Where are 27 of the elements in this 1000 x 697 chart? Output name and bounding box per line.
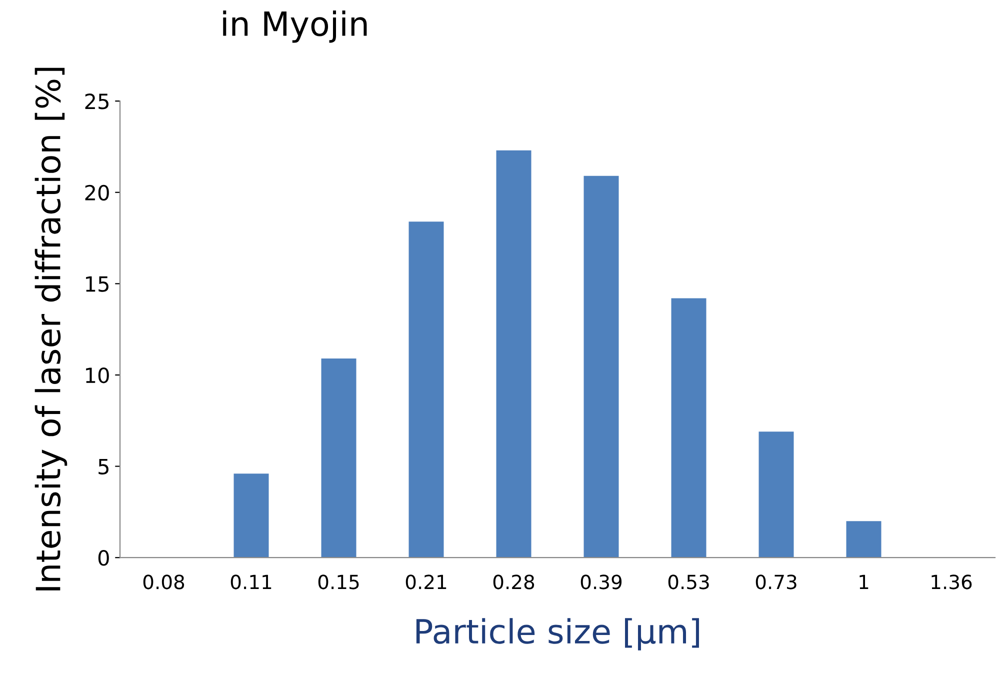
bar	[408, 222, 444, 558]
x-tick-label: 0.21	[406, 574, 446, 590]
x-tick-label: 1.36	[932, 574, 972, 590]
bar	[234, 474, 269, 558]
y-tick-label: 20	[85, 184, 109, 201]
y-tick-label: 10	[86, 367, 109, 384]
y-tick-label: 5	[98, 459, 108, 475]
x-tick-label: 0.39	[580, 574, 622, 590]
x-tick-label: 0.73	[756, 574, 796, 590]
bar	[758, 432, 794, 558]
x-tick-label: 0.28	[493, 574, 534, 590]
x-tick-label: 0.53	[668, 574, 709, 590]
y-tick-label: 15	[86, 276, 108, 292]
chart-title: in Myojin	[223, 10, 367, 43]
y-tick-label: 25	[85, 94, 108, 110]
x-tick-label: 0.15	[318, 574, 359, 590]
bar	[846, 521, 882, 558]
x-tick-label: 0.11	[230, 574, 272, 590]
y-tick-label: 0	[98, 550, 109, 566]
x-tick-label: 0.08	[143, 574, 184, 590]
x-axis-title: Particle size [μm]	[416, 618, 699, 650]
bar	[496, 150, 532, 558]
bar	[671, 298, 706, 558]
y-axis-title: Intensity of laser diffraction [%]	[34, 68, 68, 590]
x-tick-label: 1	[860, 574, 868, 590]
bar	[321, 358, 356, 558]
bar	[584, 176, 619, 558]
